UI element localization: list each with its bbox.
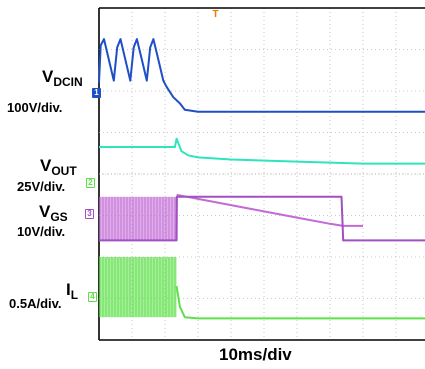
- il-label: IL: [66, 280, 79, 302]
- vdcin-scale: 100V/div.: [7, 100, 63, 115]
- vdcin-label: VDCIN: [42, 67, 83, 89]
- series-4-switching-band: [99, 257, 177, 318]
- vout-label: VOUT: [40, 156, 77, 178]
- channel-4-marker: 4: [88, 292, 97, 302]
- vgs-label: VGS: [39, 202, 68, 224]
- x-axis-label: 10ms/div: [219, 345, 292, 364]
- trigger-marker: T: [212, 9, 219, 20]
- series-2-trace: [176, 193, 363, 227]
- series-4-trace: [175, 285, 425, 320]
- il-scale: 0.5A/div.: [9, 296, 62, 311]
- channel-2-marker: 2: [86, 178, 95, 188]
- vout-scale: 25V/div.: [17, 179, 66, 194]
- vgs-scale: 10V/div.: [17, 224, 66, 239]
- series-1-trace: [99, 137, 425, 165]
- series-0-trace: [98, 38, 425, 113]
- channel-3-marker: 3: [85, 209, 94, 219]
- series-3-trace: [99, 195, 425, 242]
- series-2-switching-band: [99, 196, 177, 241]
- channel-1-marker: 1: [92, 88, 101, 98]
